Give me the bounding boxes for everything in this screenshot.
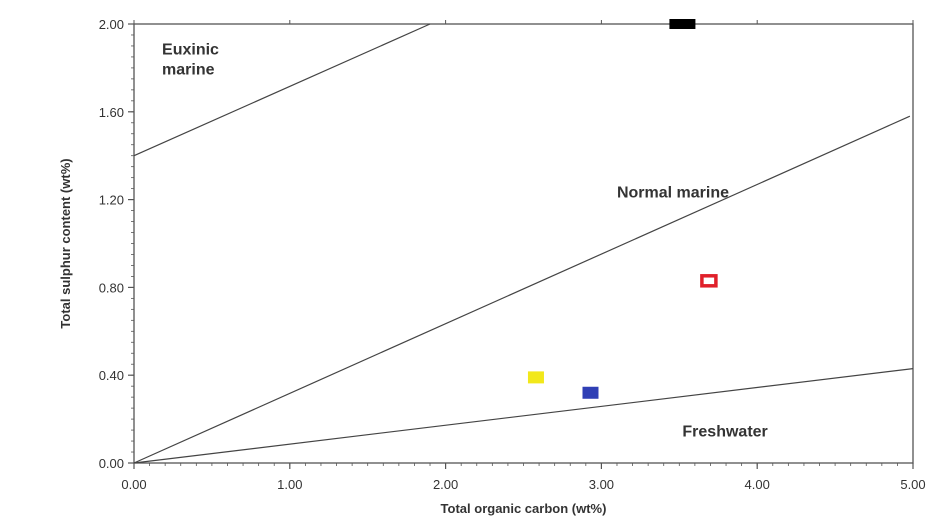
x-tick-label: 4.00 <box>745 477 770 492</box>
region-label-line: Euxinic <box>162 42 219 59</box>
boundary-line-3 <box>133 368 914 464</box>
y-tick-label: 0.40 <box>99 368 124 383</box>
x-tick-label: 2.00 <box>433 477 458 492</box>
x-tick-label: 1.00 <box>277 477 302 492</box>
data-point <box>582 386 599 399</box>
data-point <box>700 274 718 288</box>
data-points <box>527 19 718 399</box>
boundary-lines <box>133 23 914 464</box>
y-tick-label: 0.00 <box>99 456 124 471</box>
y-tick-label: 1.60 <box>99 105 124 120</box>
axis-ticks: 0.00 1.00 2.00 3.00 4.00 5.00 0.00 0.40 0.80 1.20… <box>99 17 926 492</box>
y-axis-title: Total sulphur content (wt%) <box>58 158 73 328</box>
region-label-line: marine <box>162 62 215 79</box>
region-label: Euxinic marine <box>162 42 219 79</box>
y-tick-label: 2.00 <box>99 17 124 32</box>
y-tick-label: 1.20 <box>99 193 124 208</box>
x-tick-label: 3.00 <box>589 477 614 492</box>
data-point <box>527 371 544 384</box>
x-tick-label: 5.00 <box>900 477 925 492</box>
x-axis-title: Total organic carbon (wt%) <box>441 501 607 516</box>
x-tick-label: 0.00 <box>121 477 146 492</box>
region-label-line: Freshwater <box>682 424 767 441</box>
plot-frame <box>133 23 914 464</box>
region-label: Freshwater <box>682 424 767 441</box>
data-point <box>669 19 696 29</box>
region-label-line: Normal marine <box>617 184 729 201</box>
boundary-line-2 <box>133 115 911 464</box>
y-tick-label: 0.80 <box>99 280 124 295</box>
region-labels: Euxinic marine Normal marine Freshwater <box>162 42 768 441</box>
region-label: Normal marine <box>617 184 729 201</box>
boundary-line-1 <box>133 23 431 157</box>
